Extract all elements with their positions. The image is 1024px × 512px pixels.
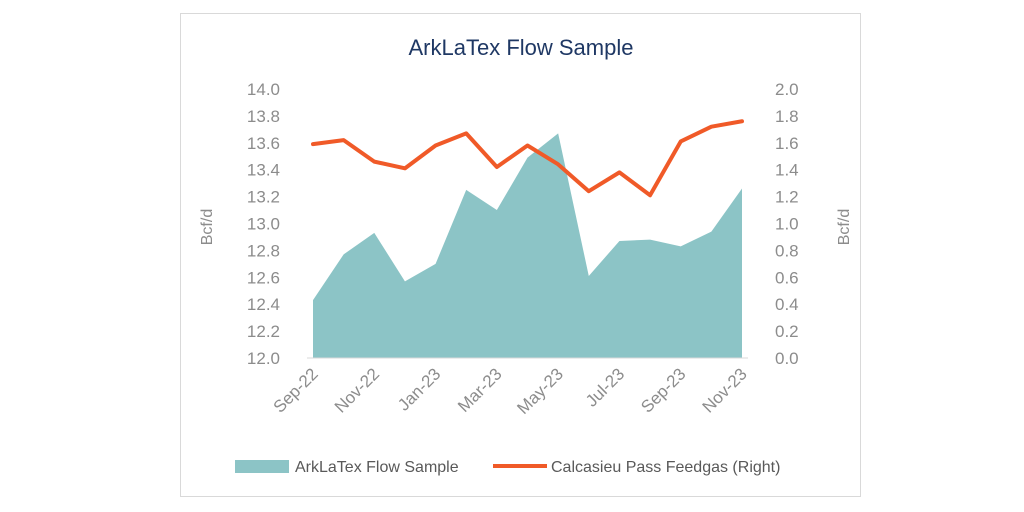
right-y-axis: 0.0 0.2 0.4 0.6 0.8 1.0 1.2 1.4 1.6 1.8 2.0 bbox=[775, 80, 799, 368]
right-tick-label: 2.0 bbox=[775, 80, 799, 99]
right-tick-label: 1.4 bbox=[775, 161, 799, 180]
right-tick-label: 1.0 bbox=[775, 215, 799, 234]
right-tick-label: 0.4 bbox=[775, 295, 799, 314]
x-tick-label: May-23 bbox=[513, 364, 567, 418]
x-axis: Sep-22 Nov-22 Jan-23 Mar-23 May-23 Jul-23 Sep-… bbox=[270, 364, 751, 418]
right-axis-title: Bcf/d bbox=[836, 209, 853, 245]
x-tick-label: Sep-22 bbox=[270, 364, 322, 416]
legend-label-line: Calcasieu Pass Feedgas (Right) bbox=[551, 459, 780, 476]
chart-title: ArkLaTex Flow Sample bbox=[409, 35, 634, 60]
left-tick-label: 13.6 bbox=[247, 134, 280, 153]
x-tick-label: Jul-23 bbox=[582, 364, 628, 410]
left-tick-label: 13.4 bbox=[247, 161, 280, 180]
left-y-axis: 12.0 12.2 12.4 12.6 12.8 13.0 13.2 13.4 13.6 13.8… bbox=[247, 80, 280, 368]
left-tick-label: 12.8 bbox=[247, 241, 280, 260]
chart-frame: ArkLaTex Flow Sample 12.0 12.2 12.4 12.6 12.… bbox=[180, 13, 861, 497]
right-tick-label: 1.2 bbox=[775, 188, 799, 207]
right-tick-label: 0.8 bbox=[775, 241, 799, 260]
left-tick-label: 12.4 bbox=[247, 295, 280, 314]
line-series-calcasieu bbox=[311, 119, 744, 198]
plot-area bbox=[307, 119, 748, 359]
x-tick-label: Mar-23 bbox=[454, 364, 506, 416]
left-tick-label: 13.0 bbox=[247, 215, 280, 234]
left-tick-label: 12.2 bbox=[247, 322, 280, 341]
right-tick-label: 1.8 bbox=[775, 107, 799, 126]
x-tick-label: Jan-23 bbox=[394, 364, 444, 414]
left-tick-label: 12.0 bbox=[247, 349, 280, 368]
x-tick-label: Sep-23 bbox=[637, 364, 689, 416]
x-tick-label: Nov-22 bbox=[331, 364, 383, 416]
legend: ArkLaTex Flow Sample Calcasieu Pass Feed… bbox=[235, 459, 780, 476]
left-tick-label: 14.0 bbox=[247, 80, 280, 99]
right-tick-label: 1.6 bbox=[775, 134, 799, 153]
left-tick-label: 13.2 bbox=[247, 188, 280, 207]
left-axis-title: Bcf/d bbox=[199, 209, 216, 245]
left-tick-label: 12.6 bbox=[247, 268, 280, 287]
legend-label-area: ArkLaTex Flow Sample bbox=[295, 459, 459, 476]
legend-swatch-area bbox=[235, 460, 289, 473]
x-tick-label: Nov-23 bbox=[699, 364, 751, 416]
area-series-arklatex bbox=[313, 133, 742, 358]
right-tick-label: 0.0 bbox=[775, 349, 799, 368]
right-tick-label: 0.2 bbox=[775, 322, 799, 341]
chart-svg: ArkLaTex Flow Sample 12.012.212.412.612.… bbox=[199, 35, 853, 476]
right-tick-label: 0.6 bbox=[775, 268, 799, 287]
left-tick-label: 13.8 bbox=[247, 107, 280, 126]
